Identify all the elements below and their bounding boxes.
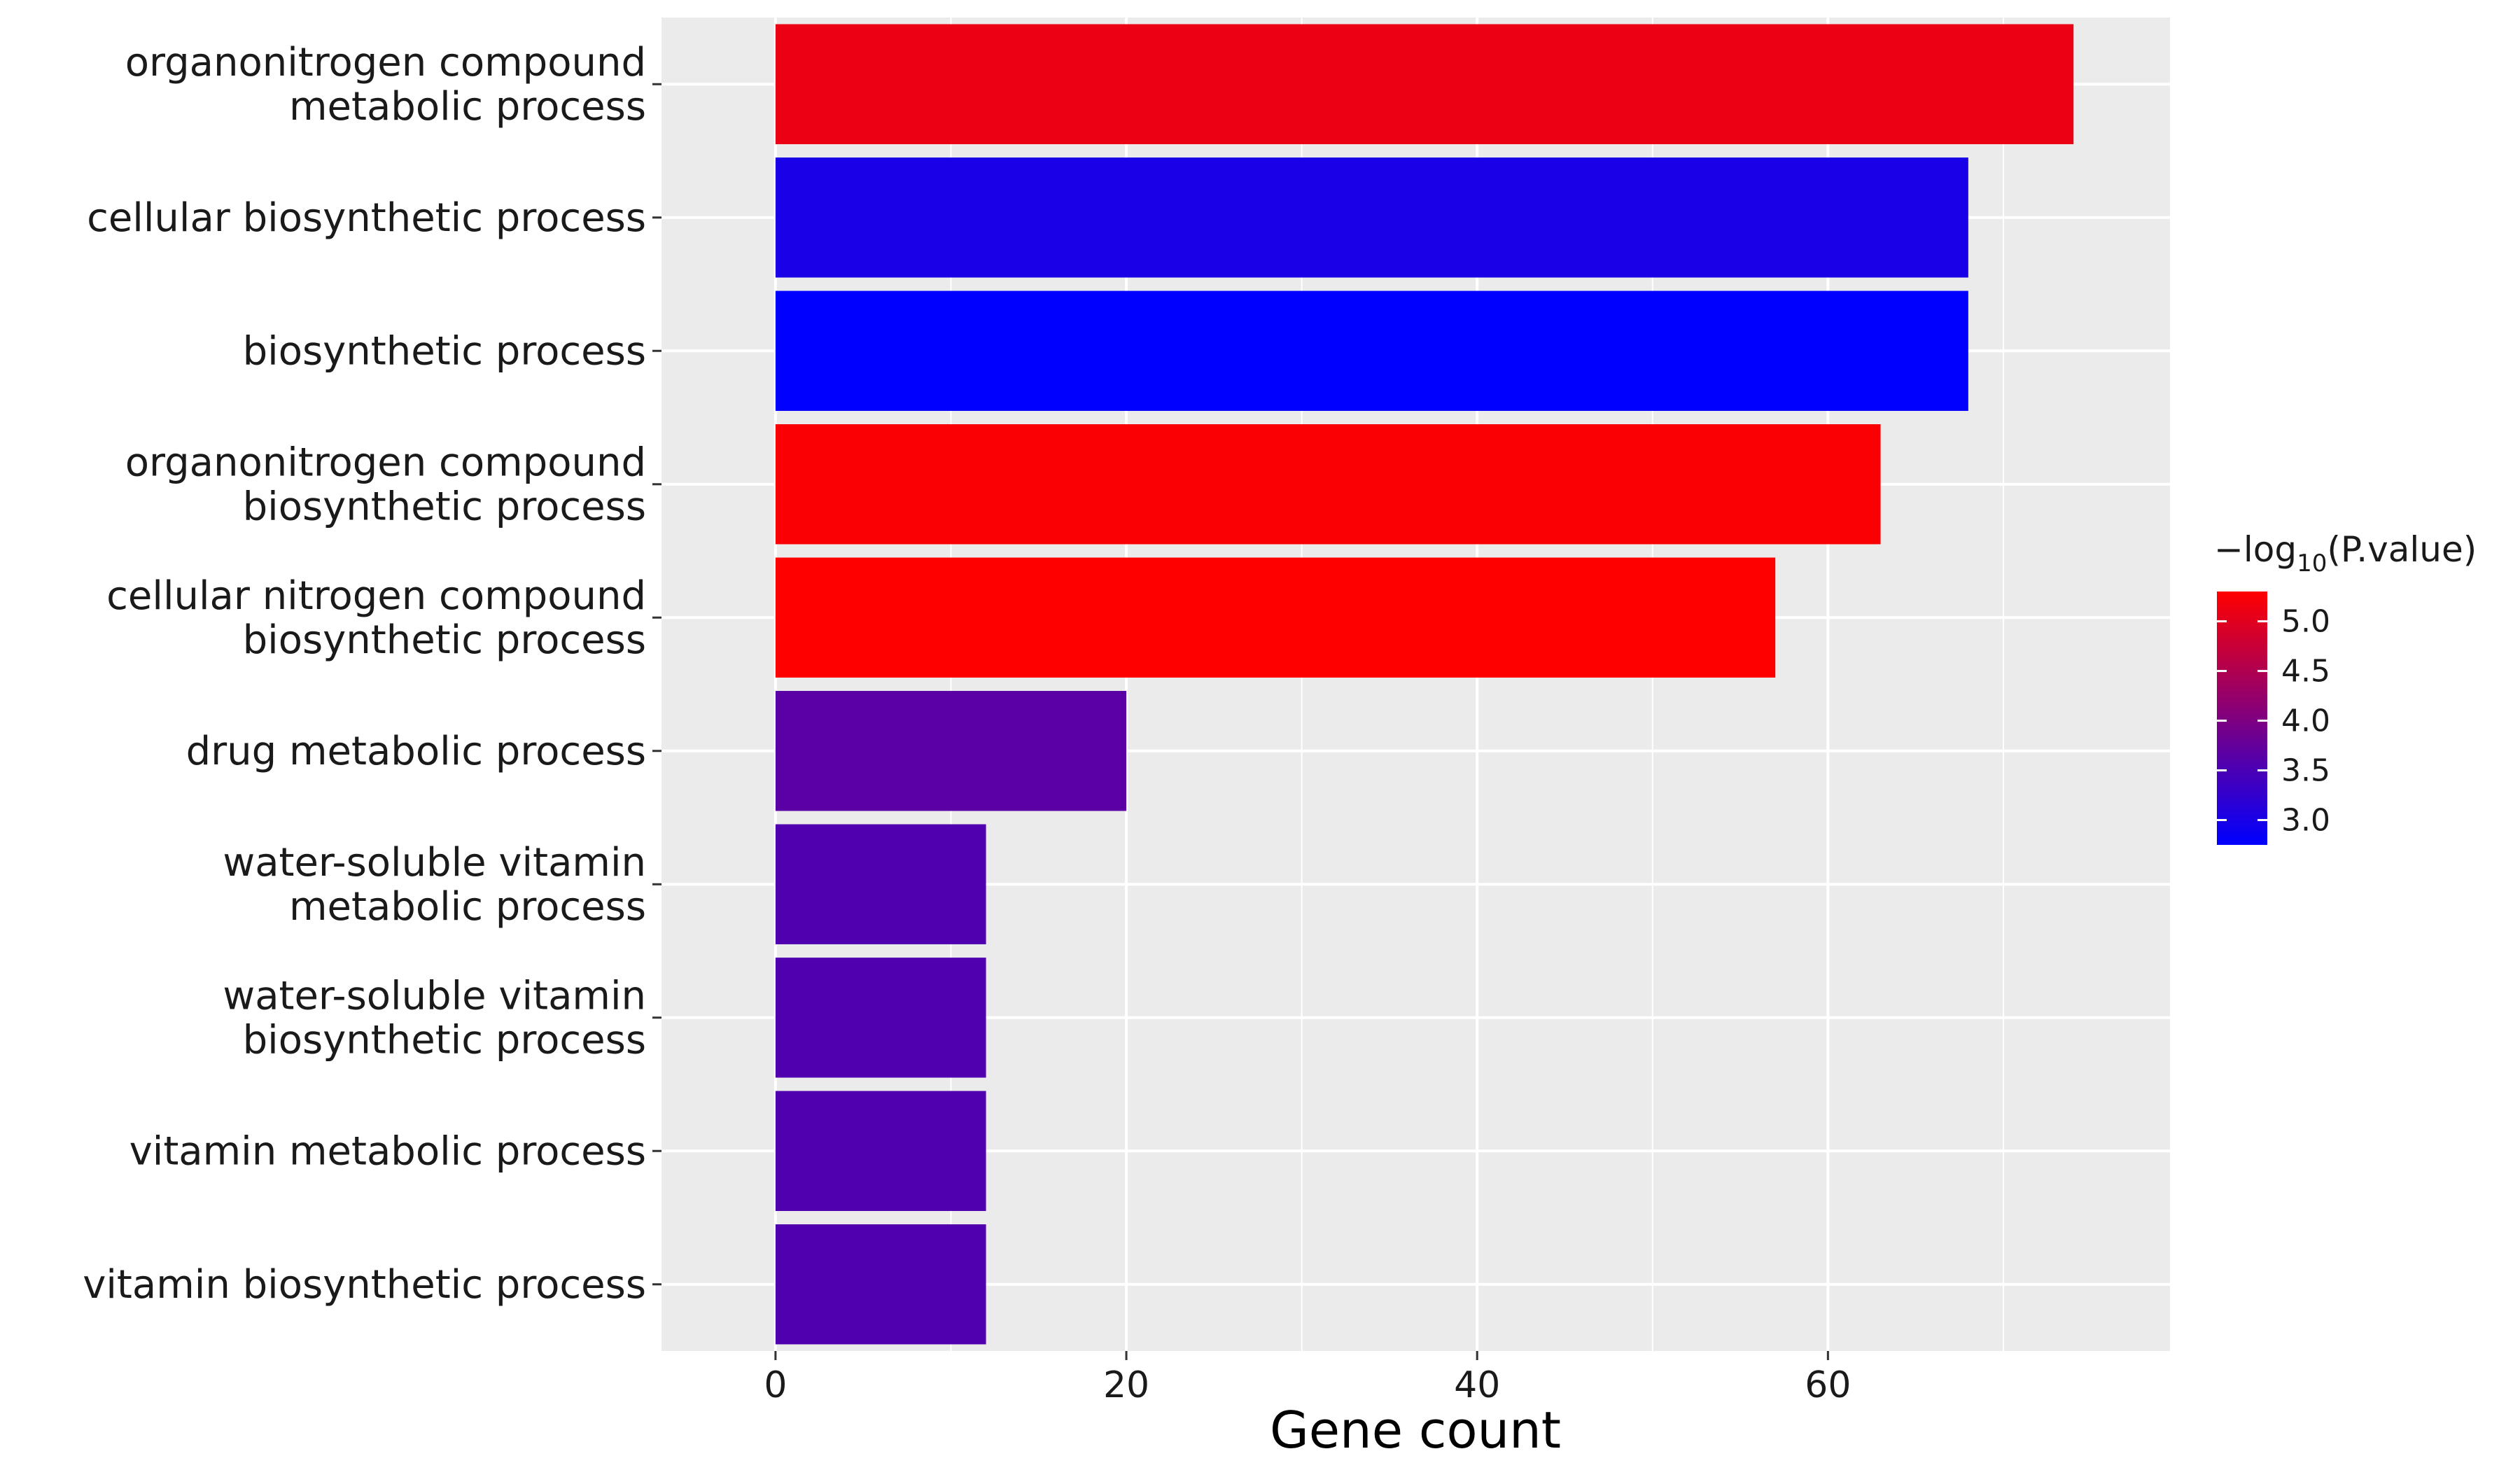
y-tick-label: water-soluble vitamin — [223, 840, 646, 886]
bar — [775, 24, 2074, 144]
y-tick-label: biosynthetic process — [243, 484, 646, 529]
y-tick-label: metabolic process — [289, 884, 646, 930]
x-tick-label: 60 — [1805, 1364, 1851, 1406]
bar — [775, 1224, 986, 1345]
legend-tick-label: 5.0 — [2281, 604, 2330, 640]
legend-colorbar — [2217, 592, 2267, 845]
legend-tick-label: 4.0 — [2281, 704, 2330, 739]
y-tick-label: metabolic process — [289, 84, 646, 130]
legend-tick-label: 3.5 — [2281, 753, 2330, 789]
y-tick-label: biosynthetic process — [243, 328, 646, 374]
bar — [775, 958, 986, 1078]
y-tick-label: biosynthetic process — [243, 617, 646, 663]
bars — [775, 24, 2074, 1345]
y-tick-label: drug metabolic process — [186, 729, 646, 774]
x-axis: 0 20 40 60 — [764, 1351, 1851, 1406]
y-tick-label: vitamin metabolic process — [130, 1128, 646, 1174]
y-tick-label: water-soluble vitamin — [223, 973, 646, 1018]
color-legend: −log10(P.value) 5.0 4.5 4.0 3.5 3.0 — [2214, 529, 2477, 845]
legend-title-prefix: −log — [2214, 529, 2297, 570]
bar — [775, 424, 1881, 545]
legend-ticks: 5.0 4.5 4.0 3.5 3.0 — [2217, 604, 2330, 839]
y-tick-label: organonitrogen compound — [125, 440, 646, 485]
bar — [775, 691, 1127, 811]
bar — [775, 1091, 986, 1211]
legend-tick-label: 4.5 — [2281, 654, 2330, 690]
bar — [775, 557, 1776, 678]
y-tick-label: vitamin biosynthetic process — [83, 1262, 646, 1308]
y-tick-label: biosynthetic process — [243, 1017, 646, 1063]
legend-title-suffix: (P.value) — [2327, 529, 2477, 570]
legend-title-subscript: 10 — [2297, 550, 2327, 578]
x-tick-label: 0 — [764, 1364, 787, 1406]
x-axis-label: Gene count — [1270, 1401, 1561, 1460]
x-tick-label: 20 — [1103, 1364, 1149, 1406]
bar — [775, 290, 1968, 411]
bar — [775, 824, 986, 944]
y-tick-label: cellular nitrogen compound — [106, 573, 646, 619]
x-tick-label: 40 — [1454, 1364, 1500, 1406]
legend-tick-label: 3.0 — [2281, 803, 2330, 839]
y-tick-label: organonitrogen compound — [125, 40, 646, 85]
legend-title: −log10(P.value) — [2214, 529, 2477, 578]
y-tick-label: cellular biosynthetic process — [87, 195, 646, 241]
bar — [775, 158, 1968, 278]
